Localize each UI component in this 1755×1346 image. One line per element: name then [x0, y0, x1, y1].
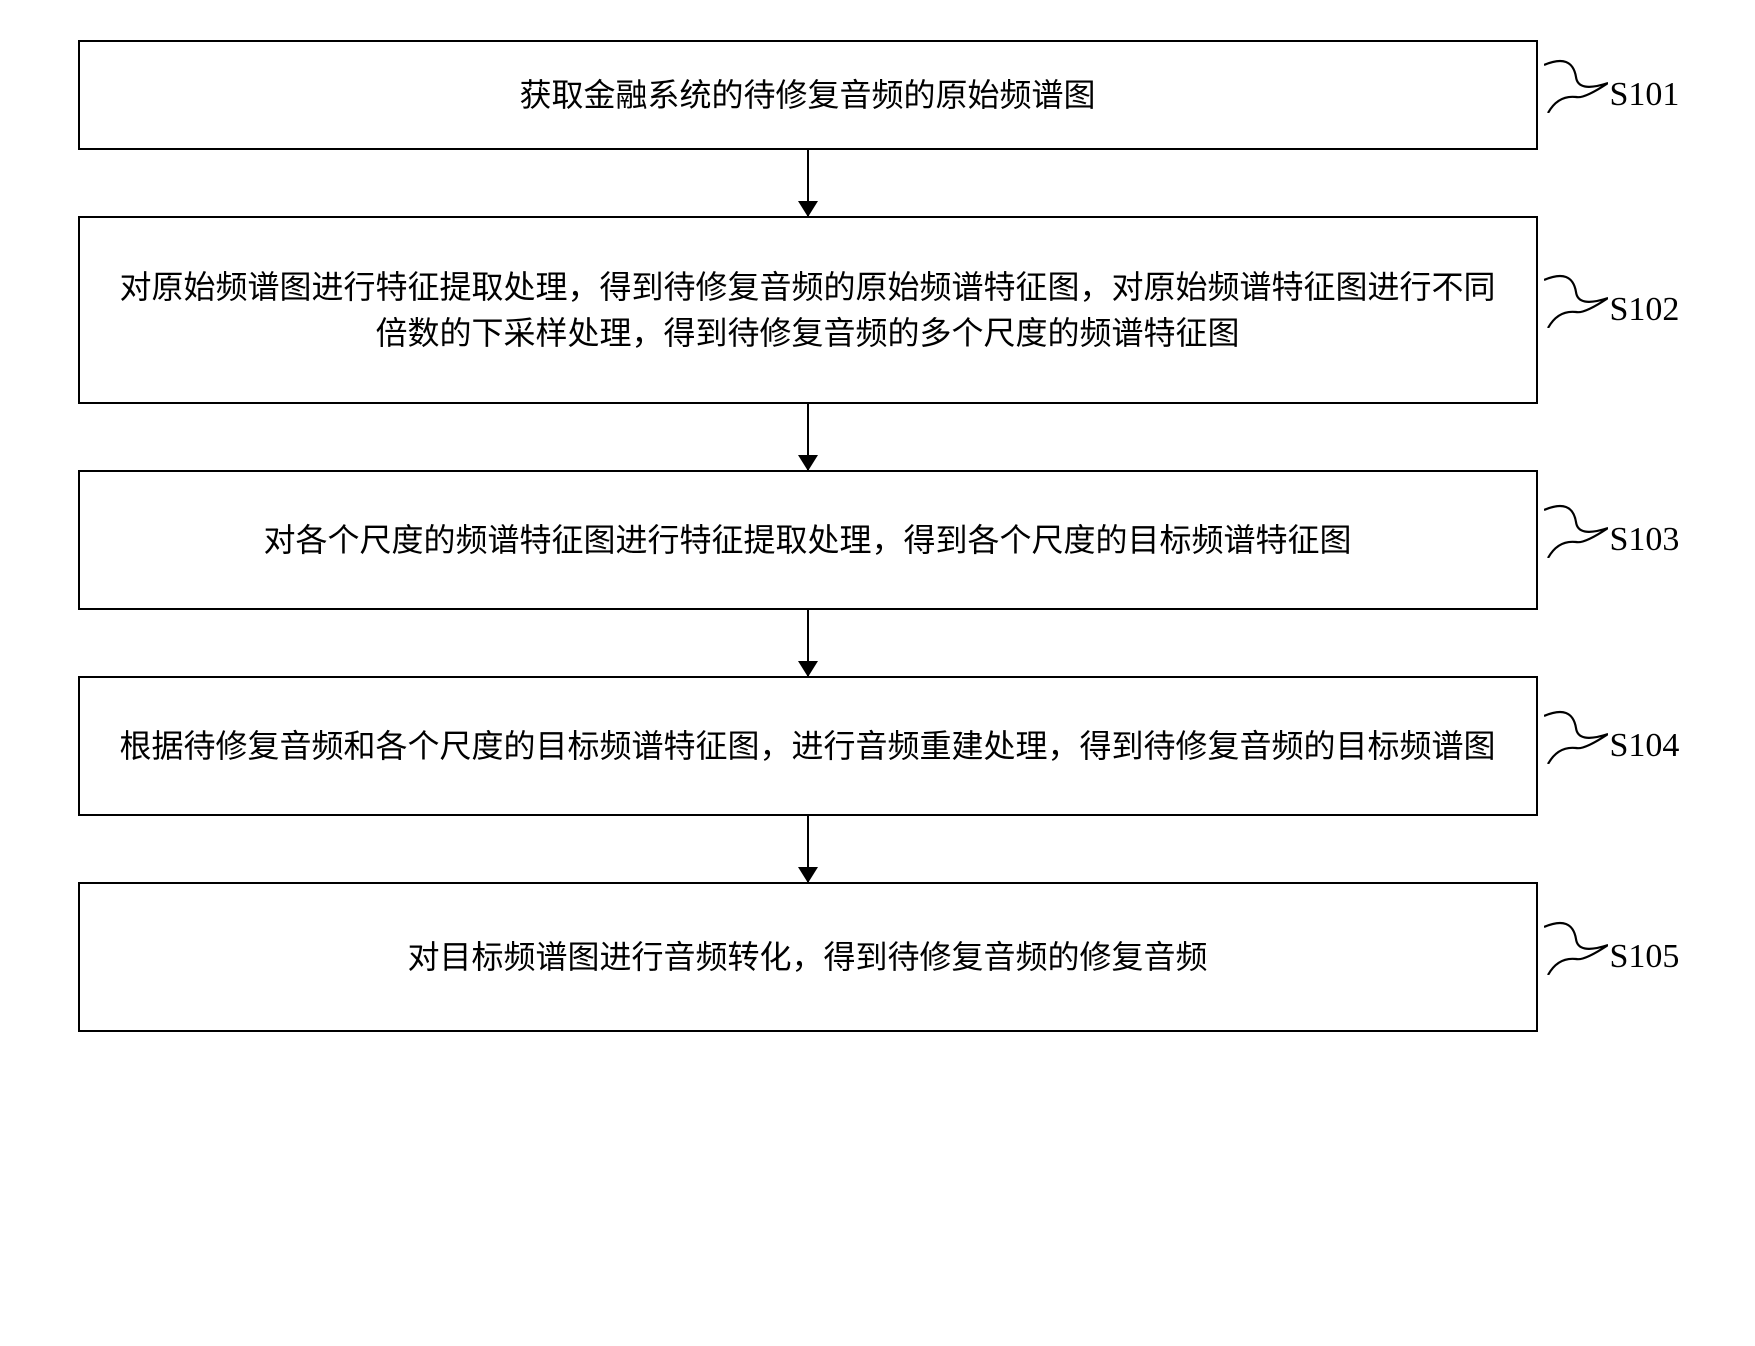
flow-label-col: S105: [1538, 938, 1678, 976]
flow-step-box: 对各个尺度的频谱特征图进行特征提取处理，得到各个尺度的目标频谱特征图: [78, 470, 1538, 610]
flow-step-text: 根据待修复音频和各个尺度的目标频谱特征图，进行音频重建处理，得到待修复音频的目标…: [119, 723, 1495, 769]
flow-step-text: 对原始频谱图进行特征提取处理，得到待修复音频的原始频谱特征图，对原始频谱特征图进…: [108, 264, 1508, 357]
brace-icon: [1544, 921, 1608, 975]
flow-step-text: 对目标频谱图进行音频转化，得到待修复音频的修复音频: [407, 934, 1207, 980]
brace-icon: [1544, 710, 1608, 764]
flow-label-col: S102: [1538, 291, 1678, 329]
flow-step-text: 获取金融系统的待修复音频的原始频谱图: [519, 72, 1095, 118]
flow-arrow: [78, 150, 1538, 216]
flow-step-row: 对原始频谱图进行特征提取处理，得到待修复音频的原始频谱特征图，对原始频谱特征图进…: [78, 216, 1678, 404]
flow-label-col: S103: [1538, 521, 1678, 559]
flow-step-box: 根据待修复音频和各个尺度的目标频谱特征图，进行音频重建处理，得到待修复音频的目标…: [78, 676, 1538, 816]
flow-step-row: 对目标频谱图进行音频转化，得到待修复音频的修复音频 S105: [78, 882, 1678, 1032]
flow-step-box: 对原始频谱图进行特征提取处理，得到待修复音频的原始频谱特征图，对原始频谱特征图进…: [78, 216, 1538, 404]
flow-step-box: 对目标频谱图进行音频转化，得到待修复音频的修复音频: [78, 882, 1538, 1032]
flow-label-col: S104: [1538, 727, 1678, 765]
flow-label-col: S101: [1538, 76, 1678, 114]
flow-step-label: S102: [1610, 291, 1680, 329]
flow-step-label: S103: [1610, 521, 1680, 559]
flow-step-label: S101: [1610, 76, 1680, 114]
flow-arrow: [78, 404, 1538, 470]
brace-icon: [1544, 274, 1608, 328]
flow-step-row: 获取金融系统的待修复音频的原始频谱图 S101: [78, 40, 1678, 150]
flow-arrow: [78, 816, 1538, 882]
flow-step-row: 根据待修复音频和各个尺度的目标频谱特征图，进行音频重建处理，得到待修复音频的目标…: [78, 676, 1678, 816]
brace-icon: [1544, 59, 1608, 113]
flow-step-label: S105: [1610, 938, 1680, 976]
flow-step-box: 获取金融系统的待修复音频的原始频谱图: [78, 40, 1538, 150]
flow-step-label: S104: [1610, 727, 1680, 765]
flow-step-text: 对各个尺度的频谱特征图进行特征提取处理，得到各个尺度的目标频谱特征图: [263, 517, 1351, 563]
flowchart-container: 获取金融系统的待修复音频的原始频谱图 S101 对原始频谱图进行特征提取处理，得…: [78, 40, 1678, 1032]
flow-step-row: 对各个尺度的频谱特征图进行特征提取处理，得到各个尺度的目标频谱特征图 S103: [78, 470, 1678, 610]
flow-arrow: [78, 610, 1538, 676]
brace-icon: [1544, 504, 1608, 558]
